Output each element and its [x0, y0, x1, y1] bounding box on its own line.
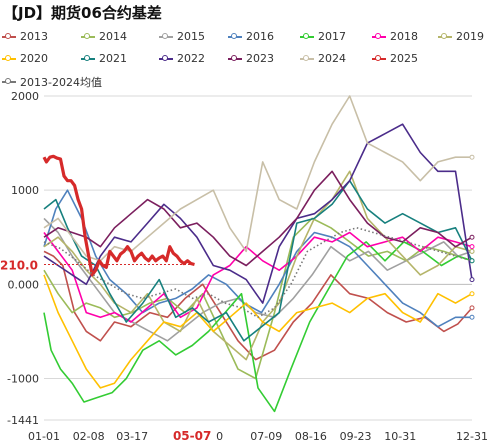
legend-label: 2013 [20, 30, 48, 43]
legend-marker [81, 54, 95, 64]
legend-item[interactable]: 2022 [159, 52, 205, 65]
legend-item[interactable]: 2015 [159, 30, 205, 43]
legend-label: 2018 [390, 30, 418, 43]
legend-item[interactable]: 2018 [372, 30, 418, 43]
x-tick-label: 12-31 [456, 430, 488, 443]
legend-label: 2016 [246, 30, 274, 43]
legend-item[interactable]: 2024 [300, 52, 346, 65]
legend-label: 2017 [318, 30, 346, 43]
x-tick-label-fragment: 0 [216, 430, 223, 443]
y-tick-label: 1000 [11, 184, 39, 197]
chart-title: 【JD】期货06合约基差 [3, 4, 162, 22]
legend-item[interactable]: 2020 [2, 52, 48, 65]
legend-label: 2014 [99, 30, 127, 43]
x-tick-label: 01-01 [28, 430, 60, 443]
series-end-point [469, 277, 475, 283]
legend-marker [372, 32, 386, 42]
series-line-2013-2024均值 [43, 227, 473, 319]
legend-marker [2, 77, 16, 87]
legend-item[interactable]: 2014 [81, 30, 127, 43]
x-tick-label: 07-09 [250, 430, 282, 443]
legend-marker [228, 32, 242, 42]
legend-label: 2021 [99, 52, 127, 65]
series-line-2022 [43, 123, 473, 304]
legend-label: 2025 [390, 52, 418, 65]
series-line-2019 [43, 170, 473, 361]
series-end-point [469, 291, 475, 297]
legend-marker [300, 32, 314, 42]
y-tick-label: 0.000 [8, 278, 40, 291]
legend-item[interactable]: 2025 [372, 52, 418, 65]
series-end-point [469, 258, 475, 264]
legend-label: 2022 [177, 52, 205, 65]
legend-item[interactable]: 2019 [438, 30, 484, 43]
x-tick-label: 02-08 [73, 430, 105, 443]
legend-marker [159, 32, 173, 42]
legend-label: 2020 [20, 52, 48, 65]
legend-item[interactable]: 2013-2024均值 [2, 74, 102, 90]
legend-marker [2, 32, 16, 42]
legend-marker [81, 32, 95, 42]
legend-marker [438, 32, 452, 42]
series-end-point [469, 248, 475, 254]
y-tick-label: -1441 [7, 414, 39, 427]
series-line-2013 [43, 250, 473, 361]
y-tick-label: -1000 [7, 372, 39, 385]
legend-item[interactable]: 2013 [2, 30, 48, 43]
legend-label: 2019 [456, 30, 484, 43]
x-tick-label: 09-23 [340, 430, 372, 443]
series-end-point [469, 305, 475, 311]
legend-marker [300, 54, 314, 64]
series-line-2021 [43, 179, 473, 342]
x-tick-label: 10-31 [384, 430, 416, 443]
legend-label: 2015 [177, 30, 205, 43]
legend-item[interactable]: 2023 [228, 52, 274, 65]
series-end-point [469, 314, 475, 320]
y-tick-label: 2000 [11, 90, 39, 103]
series-line-2014 [43, 217, 473, 380]
legend-marker [228, 54, 242, 64]
x-tick-label: 08-16 [295, 430, 327, 443]
series-line-2023 [43, 170, 473, 267]
legend-label: 2024 [318, 52, 346, 65]
legend-item[interactable]: 2017 [300, 30, 346, 43]
legend-marker [159, 54, 173, 64]
series-line-2020 [43, 274, 473, 389]
series-end-point [469, 154, 475, 160]
series-line-2025 [42, 154, 195, 277]
legend-label: 2023 [246, 52, 274, 65]
x-tick-label: 05-07 [173, 429, 211, 443]
series-end-point [469, 234, 475, 240]
legend-label: 2013-2024均值 [20, 76, 102, 89]
series-line-2017 [43, 241, 473, 413]
legend-item[interactable]: 2021 [81, 52, 127, 65]
legend-marker [2, 54, 16, 64]
legend-item[interactable]: 2016 [228, 30, 274, 43]
legend-marker [372, 54, 386, 64]
x-tick-label: 03-17 [116, 430, 148, 443]
series-end-point [469, 244, 475, 250]
series-line-2024 [43, 95, 472, 262]
current-value-label: 210.0 [0, 259, 38, 273]
